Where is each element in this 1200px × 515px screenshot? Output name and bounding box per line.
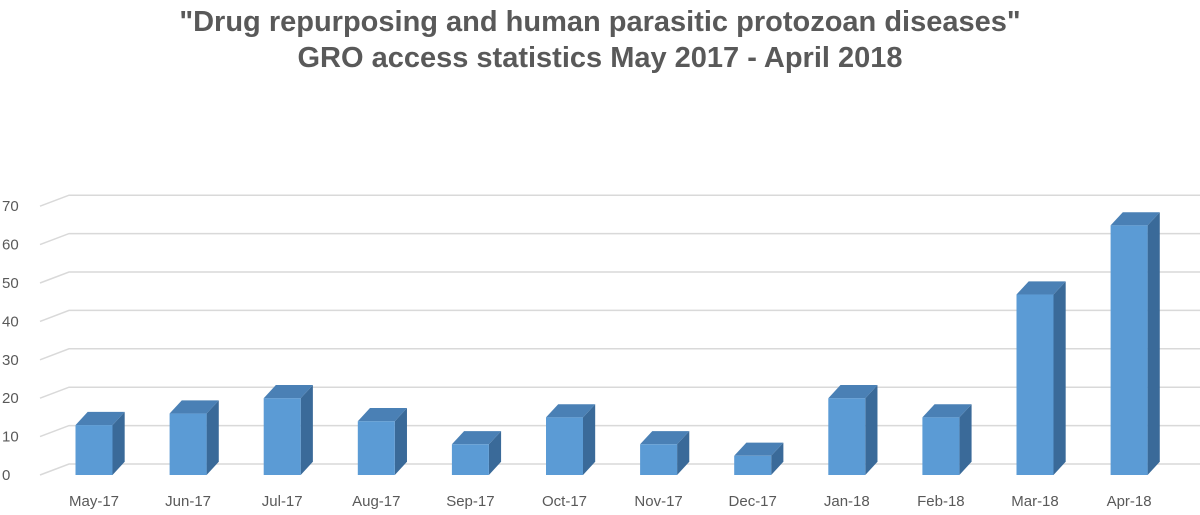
y-tick-label: 60 (2, 237, 19, 254)
chart-title-line-1: "Drug repurposing and human parasitic pr… (179, 6, 1021, 38)
gridline (39, 348, 1200, 361)
bar-top (451, 431, 502, 445)
bar-front (640, 444, 678, 475)
bar-may-17 (75, 411, 125, 475)
bar-top (922, 404, 972, 418)
x-tick-label: Oct-17 (542, 493, 587, 510)
chart-title: "Drug repurposing and human parasitic pr… (0, 4, 1200, 76)
x-tick-label: Jun-17 (165, 493, 211, 510)
bar-top (734, 442, 784, 456)
x-tick-label: Jul-17 (262, 493, 303, 510)
grid-layer (39, 194, 1200, 476)
bar-top (828, 385, 878, 399)
bar-side (865, 385, 878, 475)
bar-jun-17 (169, 400, 219, 475)
bar-layer (75, 212, 1160, 475)
x-tick-label: Jan-18 (824, 493, 870, 510)
bar-front (451, 444, 489, 475)
gridline (39, 194, 1200, 207)
bar-side (488, 431, 502, 475)
bar-apr-18 (1110, 212, 1160, 475)
gridline (39, 463, 1200, 476)
y-tick-label: 40 (2, 313, 19, 330)
bar-front (922, 417, 960, 475)
bar-front (75, 425, 113, 475)
bar-oct-17 (546, 404, 596, 475)
bar-top (357, 408, 407, 422)
bar-top (75, 411, 125, 426)
x-tick-label: May-17 (69, 493, 119, 510)
x-tick-label: Nov-17 (634, 493, 682, 510)
bar-front (828, 398, 866, 475)
x-tick-label: Sep-17 (446, 493, 494, 510)
bar-front (1110, 225, 1148, 475)
bar-jan-18 (828, 385, 878, 475)
gridline (39, 309, 1200, 323)
bar-aug-17 (357, 408, 407, 475)
gridline (39, 271, 1200, 284)
y-tick-label: 30 (2, 352, 19, 369)
bar-front (546, 417, 583, 475)
x-tick-label: Apr-18 (1107, 493, 1152, 510)
bar-mar-18 (1016, 281, 1066, 475)
chart-title-line-2: GRO access statistics May 2017 - April 2… (297, 42, 903, 74)
bar-side (1053, 281, 1066, 475)
bar-front (263, 398, 301, 475)
bar-top (1110, 212, 1160, 226)
y-tick-label: 70 (2, 198, 19, 215)
bar-side (394, 408, 407, 475)
bar-nov-17 (640, 431, 690, 475)
bar-dec-17 (734, 442, 784, 475)
gridline (39, 424, 1200, 438)
bar-front (357, 421, 395, 475)
y-tick-label: 50 (2, 275, 19, 292)
bar-side (300, 385, 313, 475)
bar-side (677, 431, 690, 475)
bar-side (583, 404, 596, 475)
x-axis-ticks: May-17 Jun-17 Jul-17 Aug-17 Sep-17 Oct-17 Nov-… (69, 493, 1152, 510)
x-tick-label: Feb-18 (917, 493, 965, 510)
bar-top (640, 431, 690, 445)
bar-jul-17 (263, 385, 313, 475)
bar-side (112, 411, 125, 475)
bar-side (1147, 212, 1160, 475)
bar-top (169, 400, 219, 414)
y-tick-label: 20 (2, 390, 19, 407)
bar-top (546, 404, 596, 418)
x-tick-label: Dec-17 (729, 493, 777, 510)
bar-front (734, 455, 772, 475)
bar-front (1016, 294, 1054, 475)
gridline (39, 386, 1200, 399)
bar-feb-18 (922, 404, 972, 475)
x-tick-label: Aug-17 (352, 493, 400, 510)
bar-side (771, 442, 784, 475)
y-tick-label: 0 (2, 467, 10, 484)
y-tick-label: 10 (2, 429, 19, 446)
bar-top (1016, 281, 1066, 295)
bar-top (263, 385, 313, 399)
x-tick-label: Mar-18 (1011, 493, 1059, 510)
bar-sep-17 (451, 431, 502, 475)
bar-front (169, 413, 207, 475)
gridline (39, 232, 1200, 246)
y-axis-ticks: 0 10 20 30 40 50 60 70 (2, 198, 19, 484)
bar-side (959, 404, 972, 475)
bar-side (206, 400, 219, 475)
